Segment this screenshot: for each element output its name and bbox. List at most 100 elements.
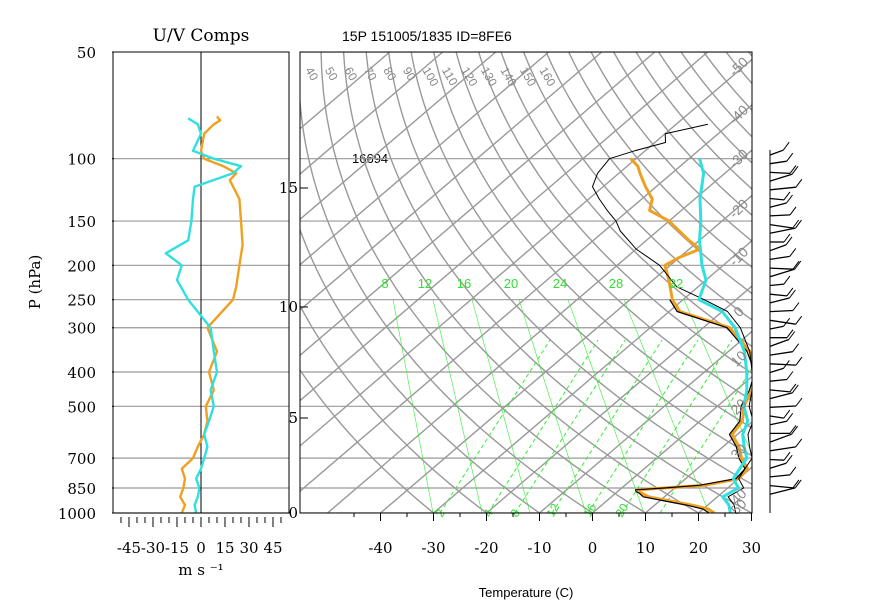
- skewt-series-line-2: [592, 123, 752, 513]
- uv-axis-ticks: -45 -30 -15 0 15 30 45: [117, 517, 283, 557]
- skewt-xtick-label: -20: [474, 539, 498, 557]
- uv-x-axis-label: m s ⁻¹: [178, 561, 223, 579]
- wind-barb: [769, 223, 793, 229]
- skewt-xtick-label: 20: [689, 539, 708, 557]
- skewt-dry-adiabat: [522, 52, 752, 321]
- skewt-dry-adiabat: [365, 52, 752, 513]
- skewt-dry-adiabat: [455, 52, 752, 402]
- wind-barb-flag: [783, 360, 790, 369]
- wind-barb-flag: [791, 166, 799, 175]
- skewt-moist-adiabat-label: 16: [580, 501, 599, 520]
- skewt-mixing-ratio-label: 8: [381, 276, 388, 291]
- skewt-isotherm: [539, 330, 752, 513]
- wind-barb: [769, 392, 793, 400]
- wind-barb: [769, 420, 787, 426]
- uv-grid: 50 100 150 200 250 300 400 500 700 850 1000: [58, 44, 289, 523]
- skewt-xtick-label: 10: [636, 539, 655, 557]
- wind-barb-flag: [782, 141, 790, 151]
- skewt-xtick-label: -10: [527, 539, 551, 557]
- wind-barb: [769, 297, 790, 304]
- uv-chart-title: U/V Comps: [153, 26, 250, 46]
- skewt-moist-adiabat: [487, 339, 599, 513]
- wind-barb: [769, 338, 790, 348]
- uv-ytick-label: 400: [67, 364, 96, 382]
- uv-ytick-label: 250: [67, 292, 96, 310]
- skewt-isotherm: [327, 149, 752, 513]
- skewt-dry-adiabat: [342, 52, 700, 513]
- wind-barb-flag: [789, 165, 797, 174]
- skewt-dry-adiabat: [320, 52, 647, 513]
- wind-barb: [769, 171, 791, 175]
- uv-ytick-label: 500: [67, 398, 96, 416]
- wind-barb-flag: [783, 191, 791, 201]
- wind-barb-flag: [794, 479, 802, 489]
- skewt-series-line-3: [697, 158, 750, 513]
- wind-barb: [769, 389, 790, 393]
- wind-barb: [769, 319, 796, 325]
- uv-ytick-label: 850: [67, 480, 96, 498]
- uv-xtick-label: -30: [141, 539, 165, 557]
- skewt-isotherm: [805, 52, 887, 513]
- skewt-xtick-label: 0: [588, 539, 598, 557]
- wind-barb: [769, 415, 784, 419]
- skewt-moist-adiabat: [551, 339, 663, 513]
- skewt-moist-adiabat: [621, 339, 733, 513]
- skewt-moist-adiabat-label: 20: [612, 501, 631, 520]
- skewt-isotherm: [592, 375, 752, 513]
- wind-barb-flag: [792, 479, 800, 489]
- skewt-dry-adiabat-label: 130: [478, 65, 500, 90]
- skewt-moist-adiabat: [439, 339, 551, 513]
- uv-xtick-label: -15: [165, 539, 189, 557]
- wind-barb: [769, 202, 787, 208]
- skewt-series-line-0: [629, 157, 752, 513]
- skewt-isotherm: [645, 421, 752, 513]
- skewt-dry-adiabat-label: 60: [341, 65, 360, 84]
- skewt-isotherm: [486, 285, 752, 513]
- wind-barb: [769, 367, 784, 374]
- skewt-dry-adiabat: [300, 304, 488, 513]
- wind-barb: [769, 325, 784, 330]
- wind-barb: [769, 378, 787, 382]
- uv-xtick-label: 45: [263, 539, 282, 557]
- skewt-isotherm: [300, 52, 497, 221]
- wind-barb: [769, 405, 797, 408]
- uv-xtick-label: 0: [196, 539, 206, 557]
- skewt-dry-adiabat: [477, 52, 752, 375]
- wind-barb-flag: [795, 178, 803, 188]
- wind-barb: [769, 446, 796, 452]
- wind-barb: [769, 458, 785, 461]
- skewt-isotherm: [300, 52, 709, 402]
- uv-xtick-label: 30: [239, 539, 258, 557]
- skewt-dry-adiabat: [500, 52, 752, 348]
- skewt-mixing-ratio-line: [471, 299, 531, 513]
- skewt-height-label: 0: [288, 504, 298, 522]
- skewt-dry-adiabat: [432, 52, 752, 429]
- wind-barb: [769, 309, 794, 313]
- wind-barb: [769, 227, 796, 234]
- skewt-dry-adiabat: [635, 52, 752, 190]
- uv-xtick-label: -45: [117, 539, 141, 557]
- wind-barb-flag: [789, 466, 797, 476]
- wind-barb: [769, 363, 797, 366]
- uv-ytick-label: 300: [67, 320, 96, 338]
- wind-barb: [769, 474, 790, 478]
- wind-barb-flag: [795, 356, 803, 366]
- uv-series-line-1: [164, 117, 243, 513]
- wind-barb: [769, 484, 793, 489]
- wind-barb-flag: [786, 371, 794, 380]
- skewt-mixing-ratio-line: [392, 299, 434, 513]
- wind-barb-flag: [795, 438, 803, 448]
- wind-barbs: [769, 141, 803, 513]
- skewt-dry-adiabat: [545, 52, 752, 295]
- wind-barb: [769, 267, 794, 270]
- wind-barb-flag: [786, 287, 794, 297]
- uv-ytick-label: 100: [67, 151, 96, 169]
- uv-y-axis-label: P (hPa): [26, 255, 44, 310]
- wind-barb: [769, 173, 793, 182]
- wind-barb-flag: [786, 194, 793, 204]
- skewt-dry-adiabat: [657, 52, 752, 164]
- wind-barb: [769, 214, 791, 217]
- wind-barb-flag: [795, 315, 803, 325]
- wind-barb-flag: [792, 343, 800, 353]
